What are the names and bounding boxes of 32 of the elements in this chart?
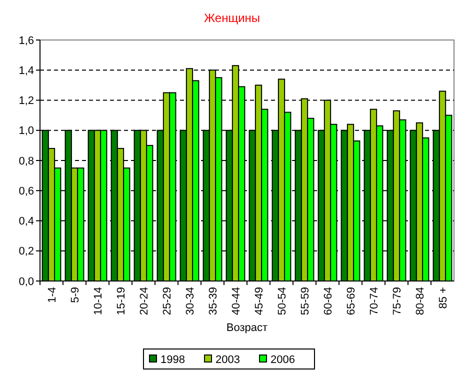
y-tick-label: 1,4 [18, 64, 34, 77]
x-tick-label: 40-44 [230, 287, 242, 316]
x-tick-label: 15-19 [115, 287, 128, 316]
x-axis-title: Возраст [226, 322, 268, 334]
x-tick-label: 45-49 [253, 287, 266, 316]
x-tick-label: 70-74 [368, 287, 380, 316]
x-tick-label: 20-24 [138, 287, 150, 316]
x-tick-label: 65-69 [345, 287, 358, 316]
x-tick-label: 30-34 [184, 287, 196, 316]
y-tick-label: 0,8 [18, 155, 34, 168]
x-tick-label: 55-59 [299, 287, 312, 316]
x-tick-label: 60-64 [322, 287, 334, 316]
x-tick-label: 80-84 [414, 287, 426, 316]
y-tick-label: 1,0 [18, 125, 34, 138]
x-tick-label: 1-4 [46, 287, 58, 303]
x-tick-label: 5-9 [69, 287, 82, 303]
x-tick-label: 10-14 [92, 287, 104, 316]
legend-label: 2006 [270, 354, 295, 366]
y-tick-label: 0,2 [18, 246, 34, 258]
y-tick-label: 1,2 [18, 95, 34, 108]
x-tick-label: 25-29 [161, 287, 174, 316]
legend-label: 1998 [160, 354, 185, 366]
chart-title: Женщины [204, 11, 260, 25]
x-tick-label: 35-39 [207, 287, 220, 316]
x-tick-label: 85 + [437, 287, 450, 309]
y-tick-label: 0,6 [18, 185, 34, 198]
y-tick-label: 0,4 [18, 216, 34, 228]
x-tick-label: 50-54 [276, 287, 288, 316]
y-tick-label: 0,0 [18, 276, 34, 288]
y-tick-label: 1,6 [18, 34, 34, 47]
legend-label: 2003 [216, 354, 240, 366]
x-tick-label: 75-79 [391, 287, 404, 316]
